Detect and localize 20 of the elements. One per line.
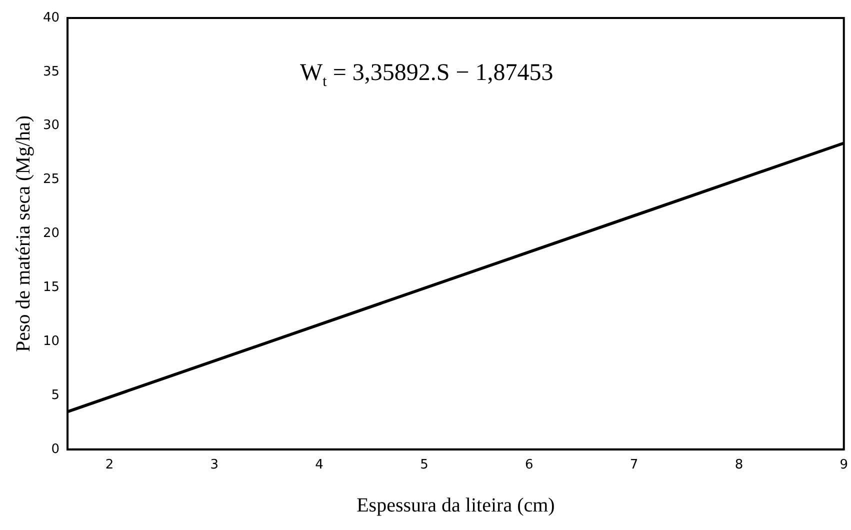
x-tick-label: 9 — [840, 458, 848, 473]
x-tick-label: 8 — [734, 458, 744, 473]
x-tick-label: 2 — [105, 458, 114, 473]
y-tick-label: 10 — [42, 334, 60, 349]
x-tick-label: 5 — [420, 458, 428, 473]
annotation: W$_{t}$ = 3,35892.S − 1,87453 — [300, 60, 554, 91]
x-tick-label: 7 — [630, 458, 638, 473]
y-tick-label: 40 — [42, 10, 60, 26]
x-tick-label: 6 — [525, 458, 534, 473]
y-axis-title: Peso de matéria seca (Mg/ha) — [12, 115, 34, 352]
y-tick-label: 20 — [42, 226, 60, 242]
y-tick-label: 25 — [42, 172, 60, 188]
y-tick-label: 30 — [42, 118, 60, 134]
y-tick-label: 15 — [42, 280, 60, 295]
y-tick-label: 0 — [51, 442, 60, 457]
y-tick-label: 5 — [51, 388, 60, 403]
y-tick-label: 35 — [42, 64, 60, 80]
x-axis-title: Espessura da liteira (cm) — [356, 494, 555, 516]
x-tick-label: 3 — [210, 458, 219, 473]
x-tick-label: 4 — [315, 458, 324, 473]
